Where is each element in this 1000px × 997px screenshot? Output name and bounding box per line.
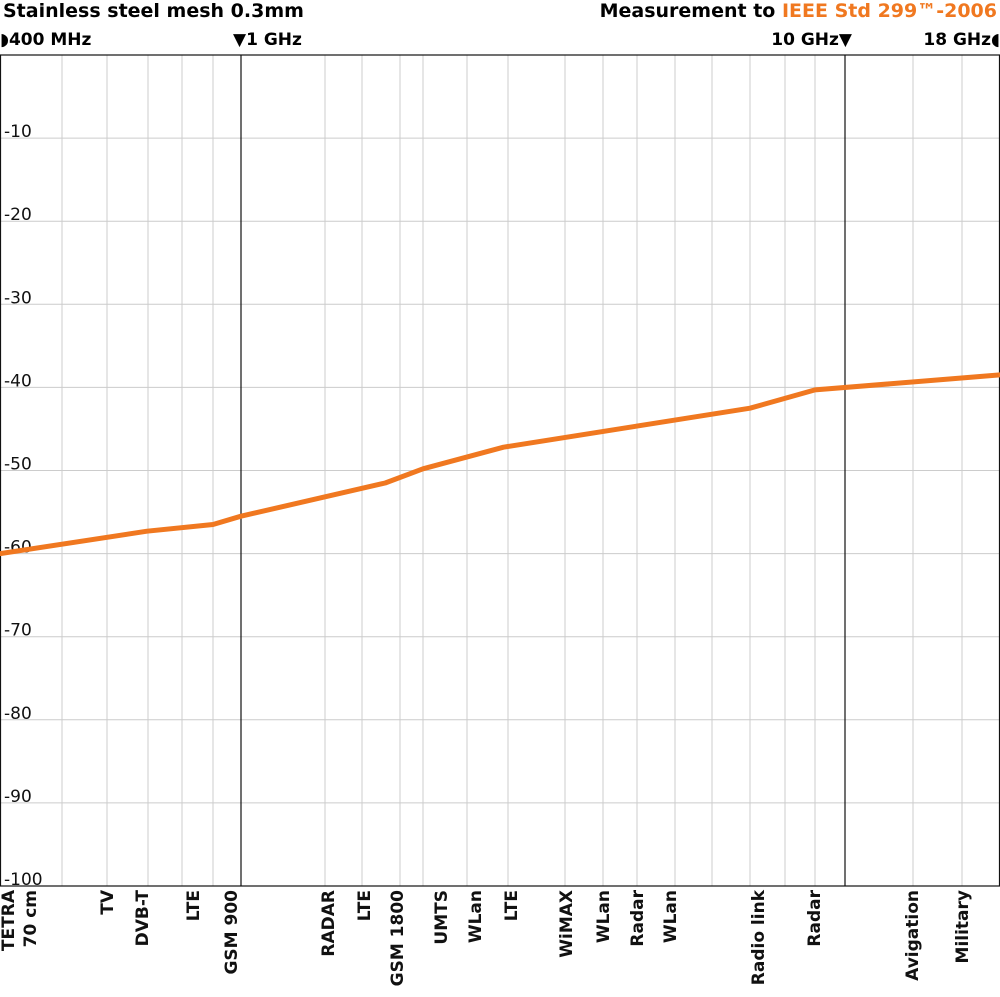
band-label: 70 cm xyxy=(21,890,41,947)
band-label: GSM 900 xyxy=(222,890,242,975)
marker-18ghz: 18 GHz◖ xyxy=(923,30,1000,50)
band-label: RADAR xyxy=(319,890,339,957)
marker-1ghz-label: 1 GHz xyxy=(246,30,302,50)
marker-1ghz: ▼1 GHz xyxy=(233,30,302,50)
band-label: Radar xyxy=(628,889,648,946)
band-label: WLan xyxy=(594,890,614,943)
band-label: WiMAX xyxy=(557,890,577,958)
band-label: Radar xyxy=(805,889,825,946)
y-tick-label: -40 xyxy=(4,371,32,391)
marker-400mhz-icon: ◗ xyxy=(0,30,9,50)
band-label: LTE xyxy=(355,890,375,921)
band-label: Radio link xyxy=(749,889,769,985)
marker-10ghz-label: 10 GHz xyxy=(771,30,839,50)
grid xyxy=(0,55,1000,886)
marker-400mhz-label: 400 MHz xyxy=(9,30,92,50)
y-tick-label: -90 xyxy=(4,787,32,807)
y-tick-label: -100 xyxy=(4,870,43,890)
band-label: WLan xyxy=(466,890,486,943)
chart-title: Stainless steel mesh 0.3mm xyxy=(3,0,304,22)
marker-10ghz: 10 GHz▼ xyxy=(771,30,853,50)
band-label: TV xyxy=(98,889,118,915)
band-label: WLan xyxy=(661,890,681,943)
band-label: Avigation xyxy=(903,890,923,981)
series-layer xyxy=(0,372,1000,557)
y-tick-label: -50 xyxy=(4,455,32,475)
band-label: TETRA xyxy=(0,889,19,951)
y-axis-ticks: -10-20-30-40-50-60-70-80-90-100 xyxy=(4,122,43,890)
marker-400mhz: ◗400 MHz xyxy=(0,30,92,50)
band-label: LTE xyxy=(502,890,522,921)
y-tick-label: -80 xyxy=(4,704,32,724)
measurement-standard-note: Measurement to IEEE Std 299™-2006 xyxy=(600,0,997,22)
band-labels: TETRA 70 cm TV DVB-T LTE GSM 900 RADAR LTE GSM 1… xyxy=(0,889,973,986)
marker-18ghz-label: 18 GHz xyxy=(923,30,991,50)
band-label: LTE xyxy=(184,890,204,921)
band-label: Military xyxy=(953,890,973,963)
measurement-standard: IEEE Std 299™-2006 xyxy=(782,0,997,22)
marker-1ghz-icon: ▼ xyxy=(233,30,247,50)
marker-10ghz-icon: ▼ xyxy=(839,30,853,50)
y-tick-label: -20 xyxy=(4,205,32,225)
y-tick-label: -70 xyxy=(4,621,32,641)
band-label: UMTS xyxy=(432,890,452,945)
measurement-prefix: Measurement to xyxy=(600,0,782,22)
marker-18ghz-icon: ◖ xyxy=(991,30,1000,50)
band-label: DVB-T xyxy=(133,890,153,947)
y-tick-label: -30 xyxy=(4,288,32,308)
y-tick-label: -10 xyxy=(4,122,32,142)
band-label: GSM 1800 xyxy=(388,890,408,987)
attenuation-line xyxy=(0,372,1000,557)
